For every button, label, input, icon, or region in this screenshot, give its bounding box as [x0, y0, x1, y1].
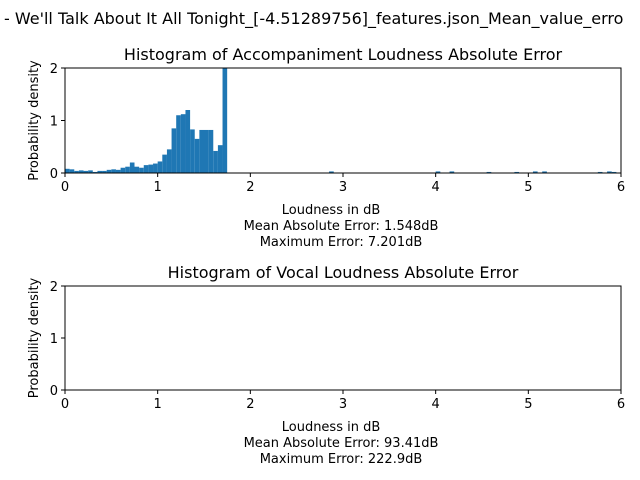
x-tick-label: 6 [617, 180, 625, 195]
max-error-label: Maximum Error: 7.201dB [260, 235, 423, 250]
histogram-bar [143, 165, 149, 173]
histogram-bar [204, 129, 209, 173]
x-tick-label: 5 [524, 180, 532, 195]
x-axis-label: Loudness in dB [282, 420, 381, 435]
histogram-bar [120, 167, 126, 173]
histogram-bar [611, 171, 617, 173]
histogram-bar [162, 154, 167, 173]
histogram-bar [69, 169, 75, 173]
histogram-bar [532, 171, 538, 173]
histogram-bar [97, 170, 103, 173]
mean-error-label: Mean Absolute Error: 93.41dB [244, 436, 439, 451]
histogram-bar [139, 167, 144, 173]
x-axis-label: Loudness in dB [282, 203, 381, 218]
mean-error-label: Mean Absolute Error: 1.548dB [244, 219, 439, 234]
x-tick-label: 2 [246, 397, 254, 412]
histogram-bar [176, 115, 181, 173]
subplot-2: Histogram of Vocal Loudness Absolute Err… [27, 263, 625, 467]
histogram-bar [157, 161, 163, 173]
histogram-bar [125, 166, 130, 173]
figure-suptitle: - We'll Talk About It All Tonight_[-4.51… [4, 9, 623, 29]
histogram-bar [78, 170, 84, 173]
histogram-bar [190, 129, 195, 173]
y-tick-label: 1 [50, 332, 58, 347]
histogram-bar [208, 129, 214, 173]
histogram-bar [213, 150, 218, 173]
y-axis-label: Probability density [27, 277, 42, 398]
x-tick-label: 1 [154, 397, 162, 412]
histogram-bar [102, 170, 107, 173]
y-tick-label: 1 [50, 115, 58, 130]
y-tick-label: 0 [50, 167, 58, 182]
histogram-bar [106, 169, 112, 173]
x-tick-label: 6 [617, 397, 625, 412]
histogram-bar [153, 163, 158, 173]
axes-frame [64, 285, 622, 391]
chart-title: Histogram of Accompaniment Loudness Abso… [124, 45, 563, 64]
x-tick-label: 3 [339, 397, 347, 412]
histogram-bar [83, 170, 89, 173]
x-tick-label: 0 [61, 180, 69, 195]
histogram-bar [65, 168, 70, 173]
histogram-bar [74, 170, 79, 173]
histogram-bar [486, 171, 492, 173]
histogram-bar [607, 171, 612, 173]
y-tick-label: 2 [50, 280, 58, 295]
histogram-bar [111, 169, 116, 173]
histogram-bar [449, 171, 455, 173]
max-error-label: Maximum Error: 222.9dB [260, 452, 423, 467]
histogram-bar [185, 110, 191, 173]
histogram-bar [222, 68, 228, 173]
x-tick-label: 5 [524, 397, 532, 412]
x-tick-label: 3 [339, 180, 347, 195]
histogram-bar [88, 170, 93, 173]
y-tick-label: 2 [50, 62, 58, 77]
x-tick-label: 4 [432, 397, 440, 412]
y-tick-label: 0 [50, 384, 58, 399]
y-axis-label: Probability density [27, 60, 42, 181]
histogram-bar [435, 171, 441, 173]
histogram-bar [148, 164, 154, 173]
histogram-bar [199, 129, 204, 173]
histogram-bar [217, 145, 223, 173]
histogram-bar [597, 171, 603, 173]
x-tick-label: 4 [432, 180, 440, 195]
x-tick-label: 1 [154, 180, 162, 195]
histogram-bar [180, 114, 186, 173]
histogram-bar [92, 171, 98, 173]
histogram-bar [514, 171, 520, 173]
histogram-bar [329, 171, 334, 173]
histogram-bar [171, 128, 177, 173]
histogram-bar [115, 169, 121, 173]
chart-title: Histogram of Vocal Loudness Absolute Err… [168, 263, 519, 282]
axes-frame [64, 67, 622, 174]
x-tick-label: 0 [61, 397, 69, 412]
histogram-bar [166, 149, 172, 173]
histogram-bar [194, 138, 200, 173]
histogram-bar [542, 171, 547, 173]
histogram-bar [134, 166, 140, 173]
histogram-bar [129, 162, 135, 173]
subplot-1: Histogram of Accompaniment Loudness Abso… [27, 45, 625, 250]
x-tick-label: 2 [246, 180, 254, 195]
